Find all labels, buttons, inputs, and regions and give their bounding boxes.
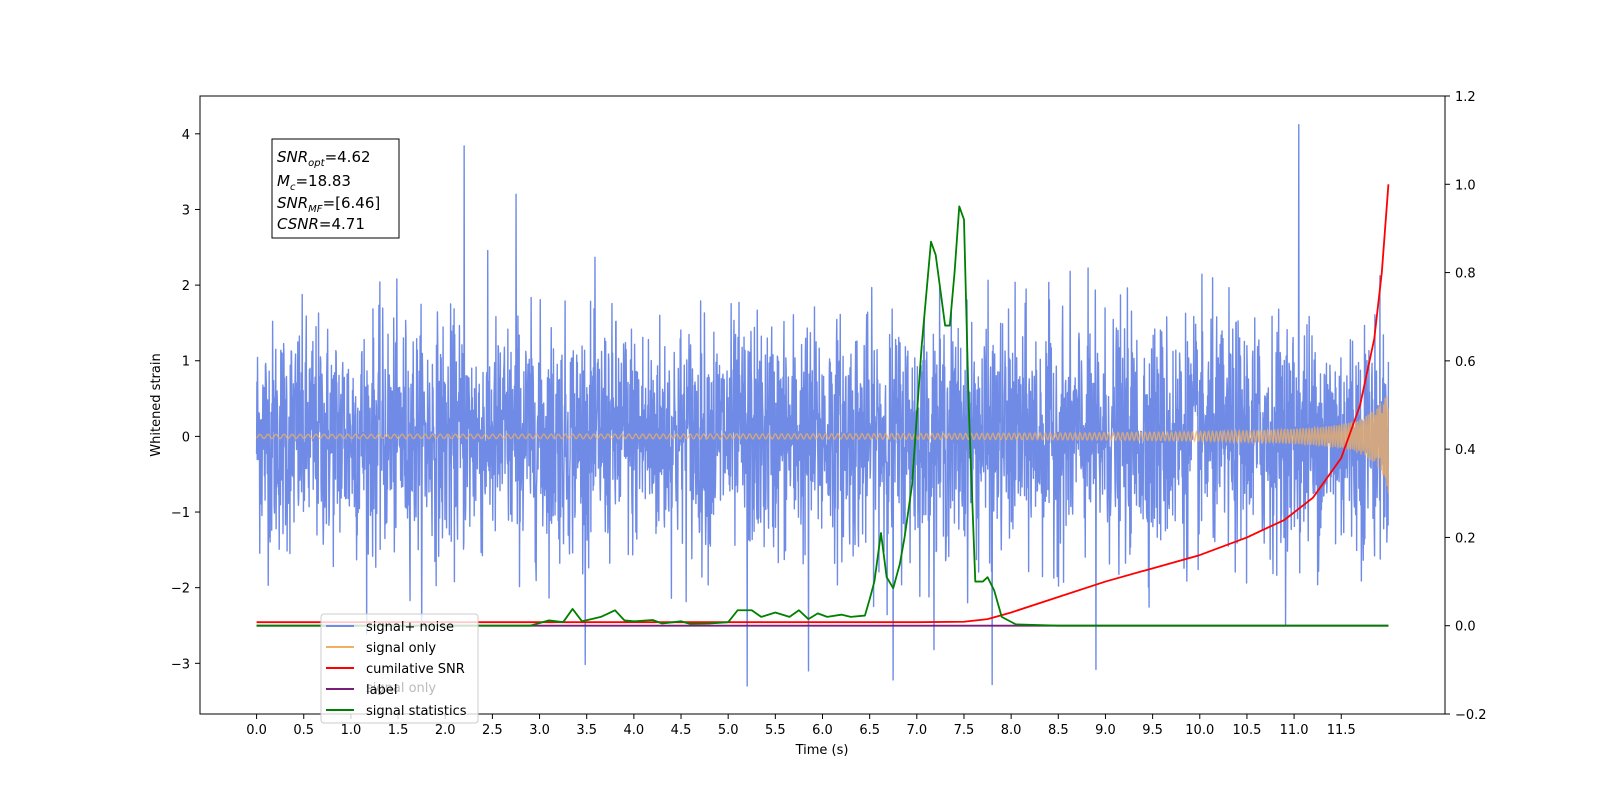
legend-label-cumilative-snr: cumilative SNR	[366, 662, 465, 677]
x-tick-label: 8.5	[1048, 723, 1069, 738]
x-tick-label: 3.5	[576, 723, 597, 738]
y2-tick-label: 1.0	[1455, 178, 1476, 193]
annotation-csnr: CSNR=4.71	[277, 215, 365, 233]
annotation-snr-opt: SNRopt=4.62	[277, 148, 371, 169]
y2-tick-label: 0.2	[1455, 531, 1476, 546]
y-tick-label: 2	[182, 279, 190, 294]
series-layer-chirp	[256, 396, 1390, 494]
annotation-box: SNRopt=4.62 Mc=18.83 SNRMF=[6.46] CSNR=4…	[271, 138, 400, 239]
x-tick-label: 2.5	[482, 723, 503, 738]
annotation-frame	[271, 138, 400, 239]
y-tick-label: 1	[182, 355, 190, 370]
y-tick-label: −3	[171, 657, 190, 672]
legend-frame	[320, 613, 479, 724]
y2-tick-label: 1.2	[1455, 90, 1476, 105]
y-tick-label: 0	[182, 430, 190, 445]
x-tick-label: 1.5	[388, 723, 409, 738]
x-tick-label: 11.0	[1280, 723, 1309, 738]
x-tick-label: 7.5	[954, 723, 975, 738]
x-tick-label: 2.0	[435, 723, 456, 738]
y2-tick-label: 0.0	[1455, 620, 1476, 635]
y-axis-label: Whitened strain	[149, 353, 164, 456]
x-tick-label: 10.5	[1232, 723, 1261, 738]
series-signal-statistics	[256, 205, 1389, 627]
y-tick-label: 4	[182, 128, 190, 143]
legend: signal only signal+ noise signal only cu…	[320, 613, 479, 724]
x-tick-label: 8.0	[1001, 723, 1022, 738]
annotation-mc: Mc=18.83	[277, 172, 351, 193]
x-axis: 0.0 0.5 1.0 1.5 2.0 2.5 3.0 3.5 4.0 4.5 5.0 5.5 6.0 6…	[246, 714, 1356, 738]
y-tick-label: −1	[171, 506, 190, 521]
x-tick-label: 7.0	[906, 723, 927, 738]
series-cumilative-snr	[256, 184, 1390, 624]
x-tick-label: 9.5	[1142, 723, 1163, 738]
y-axis-left: −3 −2 −1 0 1 2 3 4	[171, 128, 200, 672]
x-tick-label: 4.0	[624, 723, 645, 738]
series-signal-only	[256, 396, 1390, 494]
annotation-snr-mf: SNRMF=[6.46]	[277, 194, 380, 215]
y2-tick-label: −0.2	[1455, 708, 1487, 723]
y-axis-right: −0.2 0.0 0.2 0.4 0.6 0.8 1.0 1.2	[1445, 90, 1487, 723]
x-tick-label: 3.0	[529, 723, 550, 738]
x-axis-label: Time (s)	[795, 743, 849, 758]
x-tick-label: 1.0	[341, 723, 362, 738]
x-tick-label: 5.5	[765, 723, 786, 738]
legend-label-label: label	[366, 683, 397, 698]
x-tick-label: 5.0	[718, 723, 739, 738]
x-tick-label: 10.0	[1185, 723, 1214, 738]
y2-tick-label: 0.6	[1455, 355, 1476, 370]
y2-tick-label: 0.4	[1455, 443, 1476, 458]
series-layer-noise	[255, 124, 1390, 687]
x-tick-label: 6.5	[859, 723, 880, 738]
x-tick-label: 6.0	[812, 723, 833, 738]
series-signal-noise	[255, 124, 1390, 687]
x-tick-label: 0.5	[293, 723, 314, 738]
legend-ghost-text: signal only	[366, 681, 436, 696]
legend-label-signal-noise: signal+ noise	[366, 620, 454, 635]
legend-label-signal-statistics: signal statistics	[366, 704, 467, 719]
legend-label-signal-only: signal only	[366, 641, 436, 656]
y2-tick-label: 0.8	[1455, 267, 1476, 282]
x-tick-label: 11.5	[1327, 723, 1356, 738]
y-tick-label: −2	[171, 582, 190, 597]
x-tick-label: 0.0	[246, 723, 267, 738]
x-tick-label: 9.0	[1095, 723, 1116, 738]
y-tick-label: 3	[182, 203, 190, 218]
x-tick-label: 4.5	[671, 723, 692, 738]
